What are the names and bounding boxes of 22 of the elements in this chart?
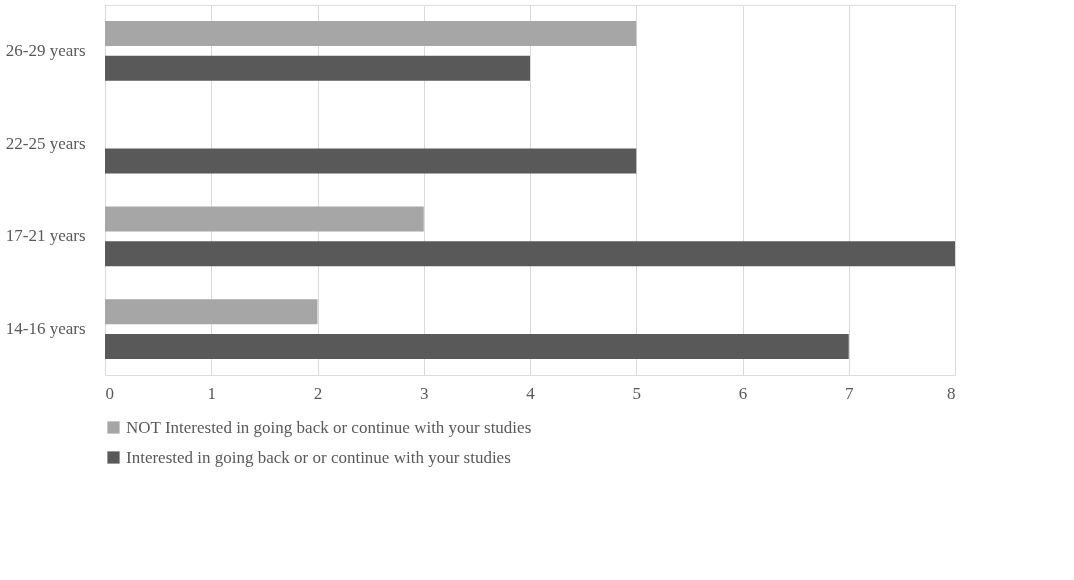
- x-tick-label: 6: [738, 383, 748, 403]
- legend-label: NOT Interested in going back or continue with your studies: [126, 417, 532, 437]
- bar: [105, 55, 530, 81]
- x-tick-label: 8: [947, 383, 956, 403]
- y-tick-label: 17-21 years: [5, 226, 86, 246]
- x-tick-label: 4: [526, 383, 536, 403]
- y-tick-label: 14-16 years: [5, 319, 86, 339]
- x-tick-label: 3: [420, 383, 429, 403]
- bar: [105, 148, 637, 174]
- x-tick-label: 1: [207, 383, 216, 403]
- bar: [105, 299, 318, 325]
- y-tick-label: 26-29 years: [5, 40, 86, 60]
- y-tick-label: 22-25 years: [5, 133, 86, 153]
- x-tick-label: 7: [845, 383, 854, 403]
- bar: [105, 21, 637, 47]
- x-tick-label: 2: [313, 383, 323, 403]
- x-tick-label: 5: [632, 383, 641, 403]
- bar: [105, 241, 955, 267]
- legend-label: Interested in going back or or continue with your studies: [126, 447, 511, 467]
- bar: [105, 333, 849, 359]
- x-tick-label: 0: [105, 383, 114, 403]
- bar: [105, 206, 424, 232]
